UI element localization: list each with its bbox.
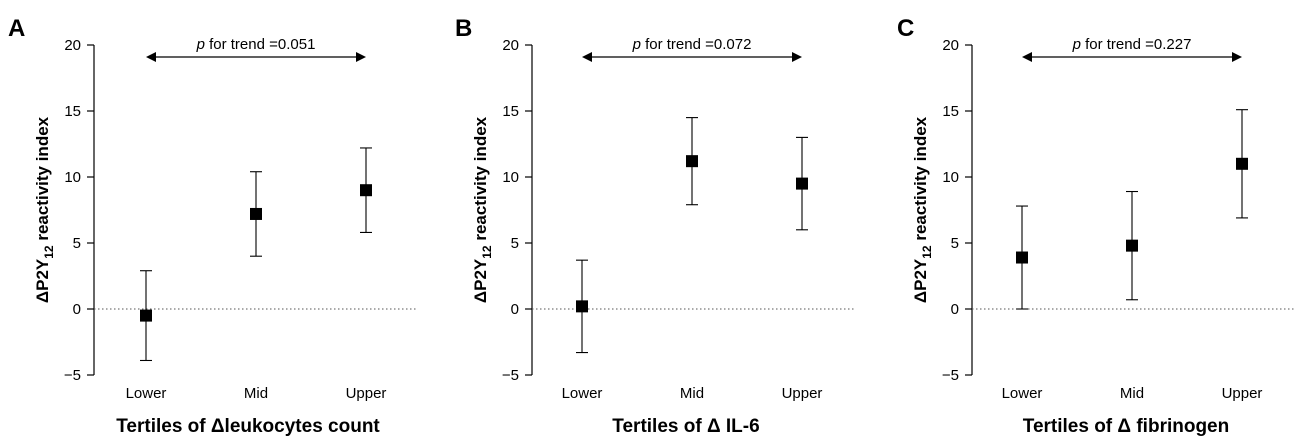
trend-annotation: p for trend =0.051 — [196, 36, 316, 53]
y-label-subscript: 12 — [480, 245, 494, 259]
y-tick-label: 10 — [64, 169, 81, 186]
y-tick-label: 5 — [73, 235, 81, 252]
x-tick-label: Upper — [1222, 385, 1263, 402]
data-point — [1126, 239, 1138, 252]
y-label-part: reactivity index — [33, 116, 52, 245]
y-tick-label: −5 — [502, 367, 519, 384]
trend-arrow-head-right — [792, 52, 802, 62]
panel-b: B −5 0 5 10 15 20 ΔP2Y12 reactivity index Lower M… — [455, 15, 856, 437]
y-tick-label: 10 — [502, 169, 519, 186]
y-label-part: ΔP2Y — [33, 258, 52, 303]
panel-letter: C — [897, 15, 914, 42]
y-tick-label: 15 — [942, 103, 959, 120]
panel-a: A −5 0 5 10 15 20 ΔP2Y12 reactivity index Lower M… — [8, 15, 418, 437]
y-tick-label: 5 — [511, 235, 519, 252]
trend-p: p — [1072, 36, 1081, 53]
y-label-subscript: 12 — [42, 245, 56, 259]
y-label-subscript: 12 — [920, 245, 934, 259]
y-tick-label: 5 — [951, 235, 959, 252]
x-tick-label: Mid — [244, 385, 268, 402]
y-tick-label: 10 — [942, 169, 959, 186]
y-tick-label: 0 — [951, 301, 959, 318]
y-label-part: reactivity index — [911, 116, 930, 245]
x-tick-label: Upper — [346, 385, 387, 402]
trend-arrow-head-left — [1022, 52, 1032, 62]
y-tick-label: 0 — [511, 301, 519, 318]
trend-text: for trend =0.227 — [1081, 36, 1192, 53]
y-label-part: ΔP2Y — [471, 258, 490, 303]
y-tick-label: 20 — [502, 37, 519, 54]
trend-arrow-head-left — [146, 52, 156, 62]
y-axis-label: ΔP2Y12 reactivity index — [911, 116, 934, 303]
trend-text: for trend =0.072 — [641, 36, 752, 53]
y-label-part: ΔP2Y — [911, 258, 930, 303]
panel-letter: A — [8, 15, 25, 42]
y-axis-label: ΔP2Y12 reactivity index — [471, 116, 494, 303]
data-point — [796, 177, 808, 190]
x-tick-label: Lower — [1002, 385, 1043, 402]
x-tick-label: Mid — [680, 385, 704, 402]
trend-arrow-head-right — [356, 52, 366, 62]
data-point — [686, 155, 698, 168]
trend-p: p — [196, 36, 205, 53]
data-point — [1236, 157, 1248, 170]
data-point — [1016, 251, 1028, 264]
trend-p: p — [632, 36, 641, 53]
data-point — [576, 300, 588, 313]
y-tick-label: 20 — [942, 37, 959, 54]
panel-letter: B — [455, 15, 472, 42]
y-tick-label: 20 — [64, 37, 81, 54]
x-axis-label: Tertiles of Δleukocytes count — [116, 416, 380, 437]
x-tick-label: Lower — [126, 385, 167, 402]
y-tick-label: −5 — [942, 367, 959, 384]
data-point — [250, 207, 262, 220]
data-point — [360, 184, 372, 197]
trend-text: for trend =0.051 — [205, 36, 316, 53]
y-axis-label: ΔP2Y12 reactivity index — [33, 116, 56, 303]
x-tick-label: Upper — [782, 385, 823, 402]
x-axis-label: Tertiles of Δ IL-6 — [612, 416, 759, 437]
x-axis-label: Tertiles of Δ fibrinogen — [1023, 416, 1229, 437]
trend-arrow-head-left — [582, 52, 592, 62]
x-tick-label: Mid — [1120, 385, 1144, 402]
y-tick-label: −5 — [64, 367, 81, 384]
y-tick-label: 15 — [502, 103, 519, 120]
x-tick-label: Lower — [562, 385, 603, 402]
trend-annotation: p for trend =0.072 — [632, 36, 752, 53]
trend-annotation: p for trend =0.227 — [1072, 36, 1192, 53]
y-tick-label: 0 — [73, 301, 81, 318]
y-tick-label: 15 — [64, 103, 81, 120]
data-point — [140, 309, 152, 322]
panel-c: C −5 0 5 10 15 20 ΔP2Y12 reactivity index Lower M… — [897, 15, 1296, 437]
y-label-part: reactivity index — [471, 116, 490, 245]
trend-arrow-head-right — [1232, 52, 1242, 62]
